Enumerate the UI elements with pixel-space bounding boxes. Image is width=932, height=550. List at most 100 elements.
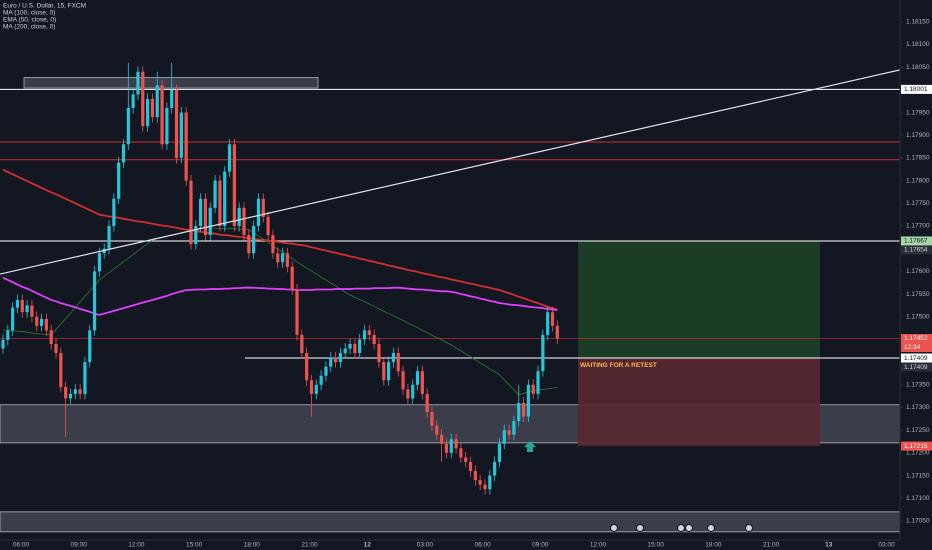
candle-body [295,289,299,335]
x-tick-label: 09:00 [532,542,549,549]
price-label: 1.17409 [904,355,928,362]
candle-body [179,112,183,158]
price-label: 1.18001 [904,86,928,93]
candle-body [237,207,241,226]
price-label-bg [901,334,932,344]
candle-body [92,271,97,331]
candle-body [338,353,342,363]
candle-body [35,316,39,326]
candle-body [290,266,294,290]
candle-body [555,325,559,339]
candle-body [11,307,15,331]
zone [23,77,319,89]
candle-body [266,216,270,236]
candle-body [300,334,304,354]
price-label: 1.17667 [904,238,928,245]
candle-body [30,305,34,317]
candle-body [314,384,318,394]
event-icon[interactable] [707,524,715,532]
candle-body [440,434,444,444]
candle-body [165,108,169,145]
candle-body [78,389,82,394]
candle-body [430,412,434,426]
candle-body [541,334,545,372]
candle-body [305,353,309,381]
candle-body [401,371,405,390]
price-label-bg [901,343,932,353]
candle-body [203,198,208,236]
y-tick-label: 1.17700 [906,223,930,230]
y-tick-label: 1.17250 [906,427,930,434]
candle-body [459,448,463,458]
candle-body [454,439,458,449]
candle-body [223,171,227,226]
y-tick-label: 1.18150 [906,19,930,26]
candle-body [468,461,473,472]
event-icon[interactable] [610,524,618,532]
candle-body [73,389,77,394]
x-tick-label: 09:00 [71,542,88,549]
candle-body [411,384,415,399]
event-icon[interactable] [636,524,644,532]
candle-body [20,299,24,313]
candle-body [324,366,328,376]
candle-body [174,89,179,158]
y-tick-label: 1.17800 [906,177,930,184]
price-label-bg [901,236,932,246]
x-tick-label: 15:00 [648,542,665,549]
candle-body [285,253,289,267]
target-zone [578,240,820,359]
x-tick-label: 03:00 [878,542,895,549]
event-icon[interactable] [677,524,685,532]
event-icon[interactable] [685,524,693,532]
candle-body [25,305,29,313]
candle-body [150,98,155,118]
candle-body [464,457,468,462]
candle-body [488,475,492,490]
candle-body [333,357,338,363]
candle-body [44,319,48,331]
y-tick-label: 1.18050 [906,64,930,71]
candle-body [6,330,10,340]
candle-body [64,387,68,399]
candle-body [444,443,449,453]
candle-body [271,235,275,254]
x-tick-label: 06:00 [474,542,491,549]
candle-body [112,198,116,226]
y-tick-label: 1.17150 [906,472,930,479]
y-tick-label: 1.17550 [906,291,930,298]
candle-body [435,425,439,435]
x-tick-label: 18:00 [705,542,722,549]
y-tick-label: 1.17600 [906,268,930,275]
candle-body [497,443,502,462]
candle-body [189,180,193,245]
candle-body [83,362,87,394]
candle-body [194,225,198,245]
candle-body [141,71,145,127]
y-tick-label: 1.18100 [906,41,930,48]
candle-body [15,299,20,308]
y-tick-label: 1.17750 [906,200,930,207]
candle-body [449,439,453,453]
candle-body [406,389,410,399]
candle-body [155,85,159,118]
trendline [0,69,901,275]
price-label-bg [901,84,932,94]
y-tick-label: 1.17300 [906,404,930,411]
legend-entry: EMA (50, close, 0) [3,17,56,24]
price-label: 1.17409 [904,364,928,371]
candle-body [348,343,352,349]
event-icons [610,524,753,532]
y-tick-label: 1.17350 [906,382,930,389]
candle-body [358,339,362,354]
candle-body [213,180,217,208]
candle-body [343,348,347,354]
indicator-line [2,168,558,311]
price-label: 12:34 [904,344,921,351]
candle-body [59,353,63,388]
candle-body [218,180,222,226]
candle-body [382,362,386,381]
candle-body [377,343,381,363]
event-icon[interactable] [745,524,753,532]
